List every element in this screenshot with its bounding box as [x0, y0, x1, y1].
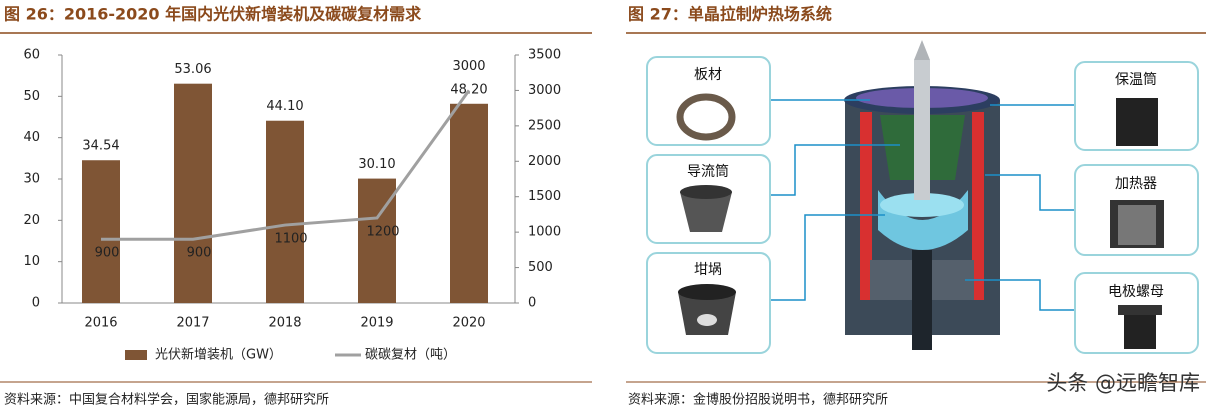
bar-label: 48.20 [450, 82, 487, 97]
bar-label: 53.06 [174, 62, 211, 77]
watermark: 头条 @远瞻智库 [1046, 371, 1200, 395]
part-label: 坩埚 [694, 262, 722, 278]
chart-title: 图 26：2016-2020 年国内光伏新增装机及碳碳复材需求 [4, 5, 422, 24]
y-tick-label: 60 [23, 48, 40, 63]
y2-tick-label: 2000 [528, 154, 561, 169]
y-tick-label: 0 [32, 296, 40, 311]
part-label: 板材 [694, 67, 722, 83]
bar [82, 160, 120, 303]
y2-tick-label: 3500 [528, 48, 561, 63]
y-tick-label: 40 [23, 130, 40, 145]
part-label: 电极螺母 [1108, 284, 1164, 300]
legend-label: 光伏新增装机（GW） [155, 347, 282, 363]
y2-tick-label: 2500 [528, 118, 561, 133]
line-label: 900 [187, 246, 212, 261]
part-label: 保温筒 [1115, 71, 1157, 88]
x-tick-label: 2018 [268, 316, 301, 331]
y2-tick-label: 3000 [528, 83, 561, 98]
y-tick-label: 30 [23, 172, 40, 187]
line [101, 89, 471, 241]
y2-tick-label: 0 [528, 296, 536, 311]
bar-label: 30.10 [358, 157, 395, 172]
line-label: 900 [95, 246, 120, 261]
bar [266, 120, 304, 303]
figure-title: 图 27：单晶拉制炉热场系统 [628, 5, 832, 24]
y2-tick-label: 1000 [528, 225, 561, 240]
bar-label: 34.54 [82, 139, 119, 154]
legend-swatch [125, 350, 147, 360]
bar [450, 103, 488, 303]
line-label: 1100 [274, 232, 307, 247]
bar [174, 83, 212, 303]
figure-source: 资料来源：金博股份招股说明书，德邦研究所 [628, 392, 888, 408]
x-tick-label: 2017 [176, 316, 209, 331]
y2-tick-label: 500 [528, 260, 553, 275]
x-tick-label: 2019 [360, 316, 393, 331]
connectors [770, 99, 1075, 311]
bar-label: 44.10 [266, 99, 303, 114]
y2-tick-label: 1500 [528, 189, 561, 204]
y-tick-label: 50 [23, 89, 40, 104]
part-label: 导流筒 [687, 163, 729, 180]
y-tick-label: 20 [23, 213, 40, 228]
chart-source: 资料来源：中国复合材料学会，国家能源局，德邦研究所 [4, 392, 329, 408]
x-tick-label: 2020 [452, 316, 485, 331]
part-icons [676, 93, 1164, 349]
line-label: 1200 [366, 224, 399, 239]
y-tick-label: 10 [23, 254, 40, 269]
line-label: 3000 [452, 59, 485, 74]
legend-label: 碳碳复材（吨） [365, 348, 456, 363]
x-tick-label: 2016 [84, 316, 117, 331]
part-label: 加热器 [1115, 176, 1157, 192]
